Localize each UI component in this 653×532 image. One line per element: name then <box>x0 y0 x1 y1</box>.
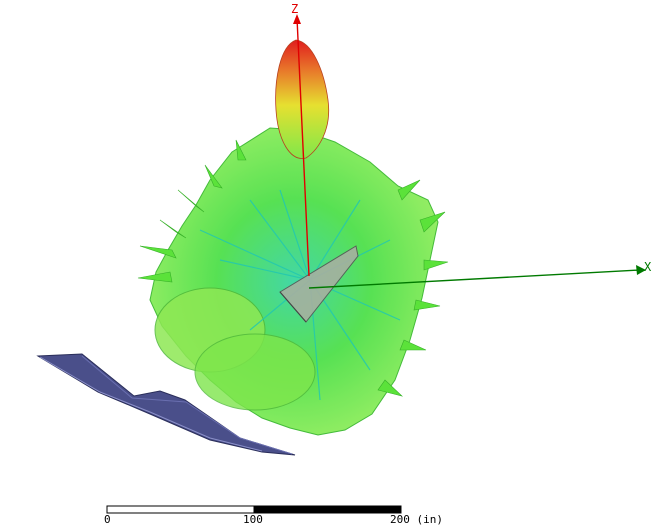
x-axis-arrow <box>636 265 646 275</box>
z-axis-label: Z <box>291 2 299 16</box>
main-lobe <box>275 39 330 159</box>
scale-tick-label: 200 (in) <box>390 513 443 526</box>
scale-tick-value: 200 <box>390 513 410 526</box>
reflector-surface <box>36 353 296 456</box>
scale-tick-label: 0 <box>104 513 111 526</box>
scale-bar <box>106 505 402 514</box>
x-axis-line <box>308 269 641 289</box>
z-axis-arrow <box>293 14 301 24</box>
x-axis-label: X <box>644 260 652 274</box>
z-axis-line <box>296 17 310 277</box>
feed-horn <box>279 245 359 323</box>
radiation-pattern-body <box>137 127 449 436</box>
scale-unit: (in) <box>416 513 444 526</box>
scale-tick-label: 100 <box>243 513 263 526</box>
